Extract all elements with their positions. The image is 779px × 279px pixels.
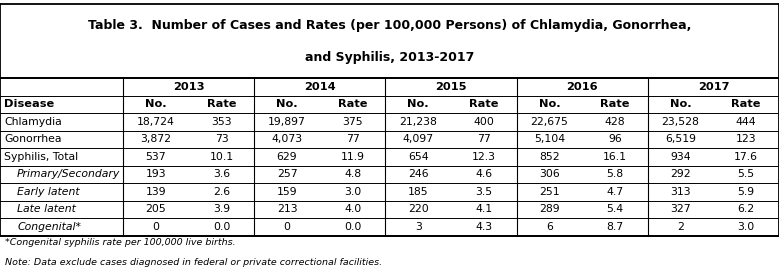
Text: 0: 0 <box>284 222 291 232</box>
Text: 375: 375 <box>342 117 363 127</box>
Text: 2014: 2014 <box>304 82 336 92</box>
Text: 139: 139 <box>146 187 166 197</box>
Text: 6: 6 <box>546 222 553 232</box>
Text: 4.7: 4.7 <box>607 187 623 197</box>
Text: 4.3: 4.3 <box>475 222 492 232</box>
Text: 5.5: 5.5 <box>738 169 755 179</box>
Text: Rate: Rate <box>601 99 629 109</box>
Text: 0.0: 0.0 <box>344 222 361 232</box>
Text: No.: No. <box>407 99 429 109</box>
Text: Congenital*: Congenital* <box>17 222 81 232</box>
Text: 17.6: 17.6 <box>734 152 758 162</box>
Text: 5.8: 5.8 <box>607 169 623 179</box>
Text: 159: 159 <box>277 187 298 197</box>
Text: Rate: Rate <box>731 99 761 109</box>
Text: Chlamydia: Chlamydia <box>4 117 62 127</box>
Text: 96: 96 <box>608 134 622 145</box>
Text: 306: 306 <box>539 169 560 179</box>
Text: and Syphilis, 2013-2017: and Syphilis, 2013-2017 <box>305 51 474 64</box>
Text: 257: 257 <box>277 169 298 179</box>
Text: Gonorrhea: Gonorrhea <box>4 134 62 145</box>
Text: 400: 400 <box>474 117 494 127</box>
Text: 3.6: 3.6 <box>213 169 230 179</box>
Text: 77: 77 <box>477 134 491 145</box>
Text: 246: 246 <box>408 169 428 179</box>
Text: 428: 428 <box>605 117 626 127</box>
Text: 19,897: 19,897 <box>268 117 306 127</box>
Text: 327: 327 <box>670 205 691 215</box>
Text: 2013: 2013 <box>173 82 204 92</box>
Text: 12.3: 12.3 <box>472 152 496 162</box>
Text: 0.0: 0.0 <box>213 222 230 232</box>
Text: 8.7: 8.7 <box>607 222 623 232</box>
Text: Rate: Rate <box>469 99 499 109</box>
Text: 5,104: 5,104 <box>534 134 565 145</box>
Text: 2.6: 2.6 <box>213 187 230 197</box>
Text: 23,528: 23,528 <box>661 117 700 127</box>
Text: Late latent: Late latent <box>17 205 76 215</box>
Text: 10.1: 10.1 <box>210 152 234 162</box>
Text: 654: 654 <box>408 152 428 162</box>
Bar <box>0 4 779 78</box>
Text: 18,724: 18,724 <box>137 117 174 127</box>
Text: Primary/Secondary: Primary/Secondary <box>17 169 121 179</box>
Text: 4,073: 4,073 <box>272 134 302 145</box>
Text: 852: 852 <box>539 152 560 162</box>
Text: 629: 629 <box>277 152 298 162</box>
Text: 4,097: 4,097 <box>403 134 434 145</box>
Text: 220: 220 <box>408 205 428 215</box>
Text: 292: 292 <box>670 169 691 179</box>
Text: 3.9: 3.9 <box>213 205 230 215</box>
Text: 2016: 2016 <box>566 82 598 92</box>
Text: 4.1: 4.1 <box>475 205 492 215</box>
Text: 444: 444 <box>736 117 756 127</box>
Text: 934: 934 <box>670 152 691 162</box>
Text: Syphilis, Total: Syphilis, Total <box>4 152 78 162</box>
Text: 21,238: 21,238 <box>400 117 437 127</box>
Text: 3.5: 3.5 <box>475 187 492 197</box>
Text: 73: 73 <box>214 134 228 145</box>
Text: 251: 251 <box>539 187 560 197</box>
Text: 3.0: 3.0 <box>738 222 755 232</box>
Text: 3.0: 3.0 <box>344 187 361 197</box>
Text: 4.8: 4.8 <box>344 169 361 179</box>
Text: 0: 0 <box>153 222 160 232</box>
Text: Early latent: Early latent <box>17 187 79 197</box>
Text: 123: 123 <box>736 134 756 145</box>
Text: 537: 537 <box>146 152 166 162</box>
Text: 2: 2 <box>677 222 684 232</box>
Text: 6,519: 6,519 <box>665 134 696 145</box>
Text: 4.6: 4.6 <box>475 169 492 179</box>
Text: No.: No. <box>538 99 560 109</box>
Text: 6.2: 6.2 <box>738 205 755 215</box>
Text: 11.9: 11.9 <box>340 152 365 162</box>
Text: 205: 205 <box>146 205 166 215</box>
Text: 16.1: 16.1 <box>603 152 627 162</box>
Text: 2017: 2017 <box>698 82 729 92</box>
Text: 22,675: 22,675 <box>530 117 569 127</box>
Text: 193: 193 <box>146 169 166 179</box>
Text: 4.0: 4.0 <box>344 205 361 215</box>
Text: 213: 213 <box>277 205 298 215</box>
Text: Table 3.  Number of Cases and Rates (per 100,000 Persons) of Chlamydia, Gonorrhe: Table 3. Number of Cases and Rates (per … <box>88 19 691 32</box>
Text: 5.4: 5.4 <box>607 205 623 215</box>
Text: 77: 77 <box>346 134 360 145</box>
Text: 313: 313 <box>670 187 691 197</box>
Text: 289: 289 <box>539 205 560 215</box>
Text: Rate: Rate <box>338 99 368 109</box>
Text: 5.9: 5.9 <box>738 187 755 197</box>
Text: Disease: Disease <box>4 99 55 109</box>
Text: No.: No. <box>145 99 167 109</box>
Text: 3,872: 3,872 <box>140 134 171 145</box>
Text: No.: No. <box>670 99 692 109</box>
Text: Rate: Rate <box>206 99 236 109</box>
Text: 353: 353 <box>211 117 232 127</box>
Text: No.: No. <box>277 99 298 109</box>
Text: 185: 185 <box>408 187 428 197</box>
Text: 2015: 2015 <box>435 82 467 92</box>
Text: *Congenital syphilis rate per 100,000 live births.: *Congenital syphilis rate per 100,000 li… <box>5 238 235 247</box>
Text: Note: Data exclude cases diagnosed in federal or private correctional facilities: Note: Data exclude cases diagnosed in fe… <box>5 258 382 267</box>
Bar <box>0 78 779 236</box>
Text: 3: 3 <box>414 222 421 232</box>
